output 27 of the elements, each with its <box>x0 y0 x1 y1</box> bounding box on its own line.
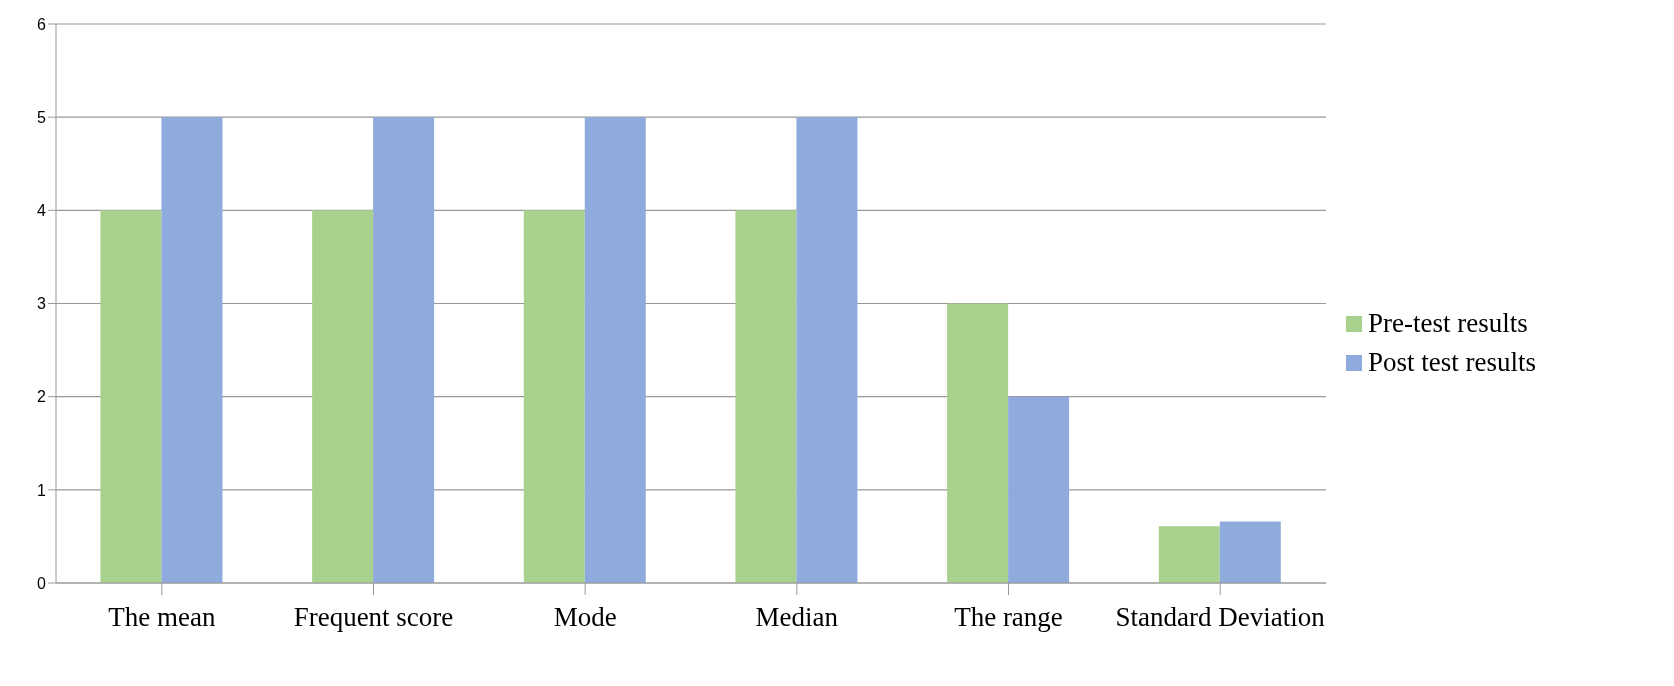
y-tick-label: 0 <box>37 574 47 592</box>
x-tick-label: Frequent score <box>293 602 454 633</box>
y-tick-label: 2 <box>37 388 47 406</box>
bar <box>947 303 1009 583</box>
x-tick-label: Standard Deviation <box>1115 602 1326 633</box>
y-tick-label: 4 <box>37 202 47 220</box>
bar <box>1158 526 1220 583</box>
bar <box>523 210 585 583</box>
bar <box>161 117 223 583</box>
bar <box>796 117 858 583</box>
legend-label: Post test results <box>1368 347 1537 378</box>
legend-label: Pre-test results <box>1368 308 1528 339</box>
bar <box>312 210 374 583</box>
bar <box>1219 521 1281 583</box>
bar <box>100 210 162 583</box>
x-tick-label: The mean <box>108 602 216 633</box>
bar <box>373 117 435 583</box>
bar <box>1008 396 1070 583</box>
y-tick-label: 6 <box>37 15 47 33</box>
x-tick-label: The range <box>954 602 1063 633</box>
x-tick-label: Mode <box>553 602 617 633</box>
y-tick-label: 3 <box>37 295 47 313</box>
bar <box>735 210 797 583</box>
y-tick-label: 1 <box>37 481 47 499</box>
bar <box>584 117 646 583</box>
y-tick-label: 5 <box>37 108 47 126</box>
x-tick-label: Median <box>755 602 839 633</box>
